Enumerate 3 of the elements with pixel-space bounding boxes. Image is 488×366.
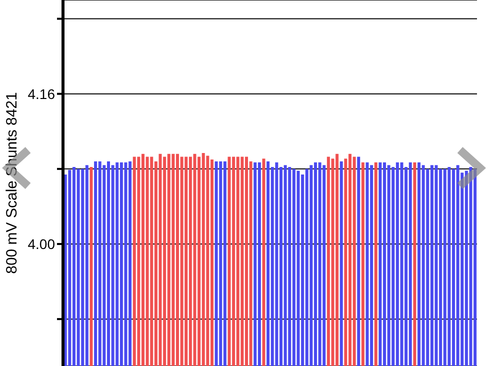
y-tick-label: 4.16 xyxy=(28,86,56,102)
y-tick-label: 4.00 xyxy=(28,236,56,252)
y-axis-title: 800 mV Scale Shunts 8421 xyxy=(3,92,20,274)
